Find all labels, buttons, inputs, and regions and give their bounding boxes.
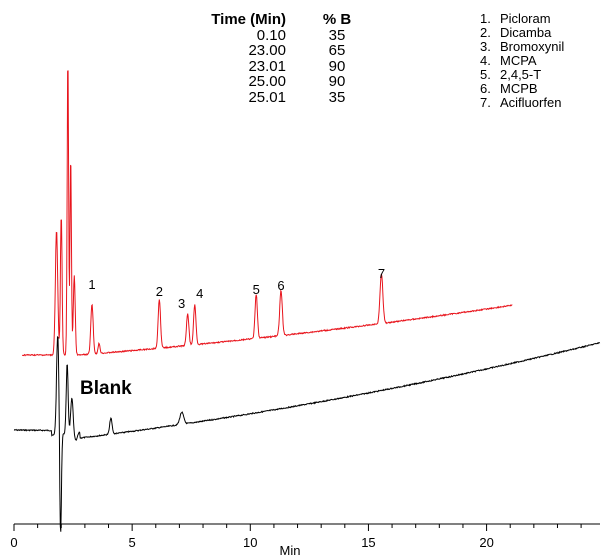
peak-label: 2 bbox=[156, 284, 163, 299]
legend-item: 4. MCPA bbox=[480, 54, 564, 68]
x-axis-ticks: 0 5 10 15 20 bbox=[10, 524, 582, 550]
compound-legend: 1. Picloram 2. Dicamba 3. Bromoxynil 4. MCPA… bbox=[480, 12, 564, 110]
peak-label: 6 bbox=[277, 278, 284, 293]
x-tick-label: 10 bbox=[243, 535, 257, 550]
gradient-table-row: 25.01 35 bbox=[190, 88, 372, 106]
gradient-table-row: 0.10 35 bbox=[190, 26, 372, 44]
percent-b-cell: 90 bbox=[328, 73, 346, 90]
legend-compound: Picloram bbox=[500, 11, 551, 26]
legend-number: 6. bbox=[480, 81, 491, 96]
legend-item: 3. Bromoxynil bbox=[480, 40, 564, 54]
legend-number: 2. bbox=[480, 25, 491, 40]
x-tick-label: 15 bbox=[361, 535, 375, 550]
gradient-table: Time (Min) % B 0.10 35 23.00 65 23.01 90… bbox=[190, 12, 372, 105]
legend-compound: 2,4,5-T bbox=[500, 67, 542, 82]
gradient-table-row: 23.01 90 bbox=[190, 57, 372, 75]
legend-number: 5. bbox=[480, 67, 491, 82]
peak-label: 4 bbox=[196, 286, 203, 301]
legend-item: 2. Dicamba bbox=[480, 26, 564, 40]
x-tick-label: 0 bbox=[10, 535, 17, 550]
time-cell: 23.00 bbox=[248, 42, 286, 59]
legend-number: 4. bbox=[480, 53, 491, 68]
legend-item: 6. MCPB bbox=[480, 82, 564, 96]
gradient-table-header: Time (Min) % B bbox=[190, 12, 372, 28]
percent-b-cell: 90 bbox=[328, 57, 346, 75]
percent-b-cell: 35 bbox=[328, 88, 346, 106]
legend-item: 1. Picloram bbox=[480, 12, 564, 26]
x-axis: 0 5 10 15 20 Min bbox=[10, 523, 600, 558]
percent-b-cell: 65 bbox=[328, 42, 346, 59]
peak-label: 7 bbox=[378, 266, 385, 281]
legend-compound: MCPB bbox=[500, 81, 538, 96]
gradient-table-row: 25.00 90 bbox=[190, 74, 372, 90]
peak-label: 1 bbox=[88, 277, 95, 292]
percent-b-column-header: % B bbox=[322, 11, 352, 28]
x-tick-label: 5 bbox=[129, 535, 136, 550]
peak-labels: 1 234 5 6 7 bbox=[88, 266, 385, 311]
time-cell: 0.10 bbox=[256, 26, 286, 44]
peak-label: 3 bbox=[178, 296, 185, 311]
time-cell: 23.01 bbox=[248, 57, 286, 75]
legend-compound: MCPA bbox=[500, 53, 537, 68]
chromatogram-traces bbox=[13, 70, 601, 532]
legend-item: 7. Acifluorfen bbox=[480, 96, 564, 110]
blank-trace bbox=[13, 335, 601, 532]
x-tick-label: 20 bbox=[479, 535, 493, 550]
sample-trace bbox=[21, 70, 513, 357]
time-cell: 25.01 bbox=[248, 88, 286, 106]
time-column-header: Time (Min) bbox=[211, 11, 286, 28]
legend-number: 1. bbox=[480, 11, 491, 26]
time-cell: 25.00 bbox=[248, 73, 286, 90]
blank-trace-label: Blank bbox=[80, 378, 132, 399]
legend-compound: Bromoxynil bbox=[500, 39, 565, 54]
legend-number: 7. bbox=[480, 95, 491, 110]
legend-item: 5. 2,4,5-T bbox=[480, 68, 564, 82]
percent-b-cell: 35 bbox=[328, 26, 346, 44]
legend-number: 3. bbox=[480, 39, 491, 54]
legend-compound: Dicamba bbox=[500, 25, 552, 40]
x-axis-title: Min bbox=[280, 543, 301, 558]
peak-label: 5 bbox=[253, 282, 260, 297]
gradient-table-row: 23.00 65 bbox=[190, 43, 372, 59]
legend-compound: Acifluorfen bbox=[500, 95, 562, 110]
